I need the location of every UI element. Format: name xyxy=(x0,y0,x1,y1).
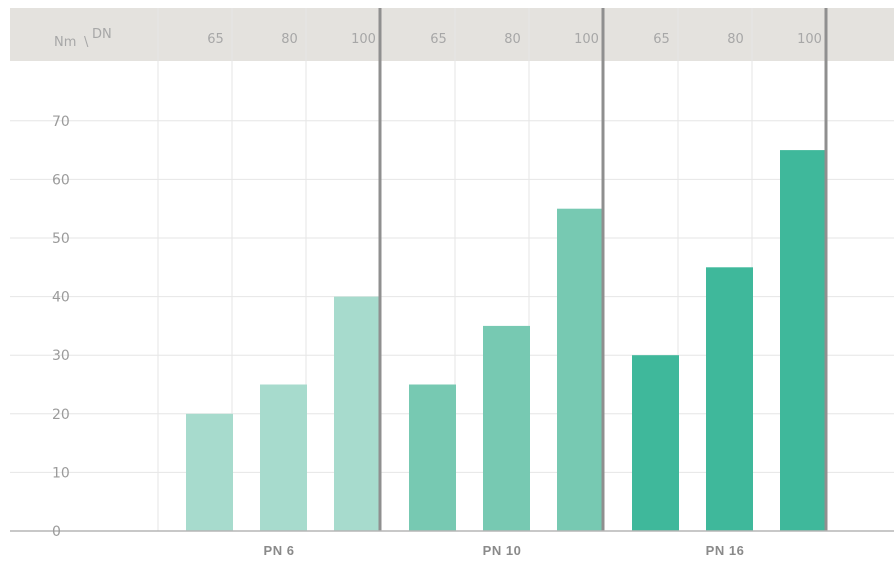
y-tick-label: 0 xyxy=(52,524,61,540)
bars xyxy=(186,150,827,531)
corner-backslash: \ xyxy=(84,35,89,50)
y-axis-ticks: 0 10 20 30 40 50 60 70 xyxy=(52,114,70,540)
pressure-group-label: PN 10 xyxy=(483,543,522,558)
header-band xyxy=(10,8,894,61)
bar xyxy=(706,267,753,531)
dn-header-label: 65 xyxy=(207,32,224,47)
y-tick-label: 20 xyxy=(52,407,70,423)
dn-header-label: 65 xyxy=(430,32,447,47)
bar xyxy=(483,326,530,531)
bar xyxy=(632,355,679,531)
dn-header-label: 100 xyxy=(574,32,599,47)
corner-label-dn: DN xyxy=(92,27,112,42)
bar xyxy=(334,297,381,531)
bar xyxy=(780,150,827,531)
bar xyxy=(260,385,307,532)
dn-header-label: 80 xyxy=(281,32,298,47)
dn-header-label: 100 xyxy=(797,32,822,47)
y-tick-label: 30 xyxy=(52,348,70,364)
corner-label-nm: Nm xyxy=(54,35,76,50)
bar xyxy=(409,385,456,532)
y-tick-label: 50 xyxy=(52,231,70,247)
dn-header-label: 80 xyxy=(504,32,521,47)
bar xyxy=(186,414,233,531)
y-tick-label: 70 xyxy=(52,114,70,130)
y-tick-label: 60 xyxy=(52,172,70,188)
pressure-group-label: PN 6 xyxy=(264,543,295,558)
bar xyxy=(557,209,604,531)
y-tick-label: 10 xyxy=(52,465,70,481)
y-tick-label: 40 xyxy=(52,290,70,306)
dn-header-label: 80 xyxy=(727,32,744,47)
dn-header-label: 65 xyxy=(653,32,670,47)
pressure-group-labels: PN 6 PN 10 PN 16 xyxy=(264,543,745,558)
pressure-group-label: PN 16 xyxy=(706,543,745,558)
dn-header-label: 100 xyxy=(351,32,376,47)
